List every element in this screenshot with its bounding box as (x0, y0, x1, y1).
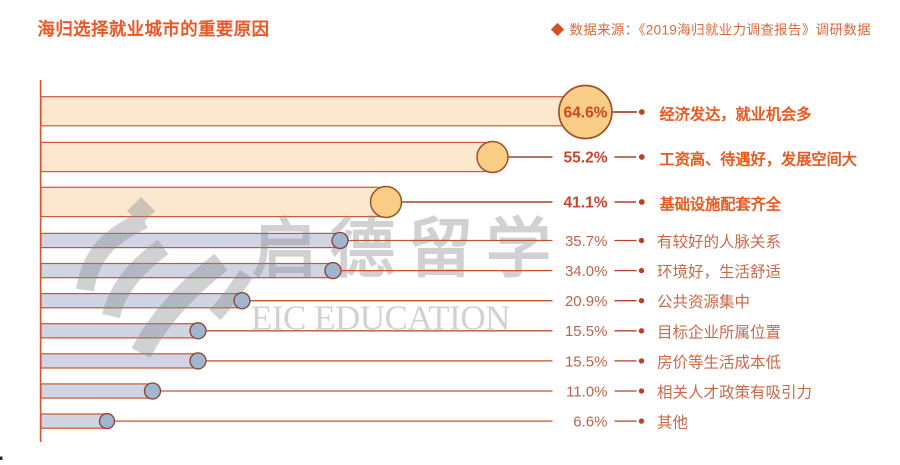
svg-text:环境好，生活舒适: 环境好，生活舒适 (657, 262, 781, 281)
svg-text:工资高、待遇好，发展空间大: 工资高、待遇好，发展空间大 (660, 151, 858, 169)
svg-text:35.7%: 35.7% (565, 233, 608, 250)
svg-text:目标企业所属位置: 目标企业所属位置 (657, 323, 781, 341)
svg-text:有较好的人脉关系: 有较好的人脉关系 (657, 233, 781, 251)
svg-text:启德留学: 启德留学 (252, 212, 564, 285)
svg-text:相关人才政策有吸引力: 相关人才政策有吸引力 (657, 384, 812, 402)
svg-text:海归选择就业城市的重要原因: 海归选择就业城市的重要原因 (38, 19, 270, 39)
svg-text:EIC EDUCATION: EIC EDUCATION (251, 299, 510, 338)
svg-text:数据来源：《2019海归就业力调查报告》调研数据: 数据来源：《2019海归就业力调查报告》调研数据 (570, 22, 872, 38)
svg-text:房价等生活成本低: 房价等生活成本低 (657, 353, 781, 371)
svg-text:15.5%: 15.5% (565, 353, 608, 370)
svg-text:6.6%: 6.6% (573, 414, 607, 431)
svg-text:64.6%: 64.6% (564, 105, 608, 122)
svg-text:公共资源集中: 公共资源集中 (657, 293, 750, 311)
svg-text:15.5%: 15.5% (565, 323, 608, 340)
svg-text:经济发达，就业机会多: 经济发达，就业机会多 (660, 106, 812, 124)
svg-text:34.0%: 34.0% (565, 263, 608, 280)
svg-text:55.2%: 55.2% (564, 150, 608, 167)
svg-text:其他: 其他 (657, 414, 688, 432)
svg-text:11.0%: 11.0% (566, 383, 607, 400)
svg-text:20.9%: 20.9% (565, 293, 608, 310)
svg-text:基础设施配套齐全: 基础设施配套齐全 (659, 196, 782, 214)
svg-text:41.1%: 41.1% (564, 195, 608, 212)
